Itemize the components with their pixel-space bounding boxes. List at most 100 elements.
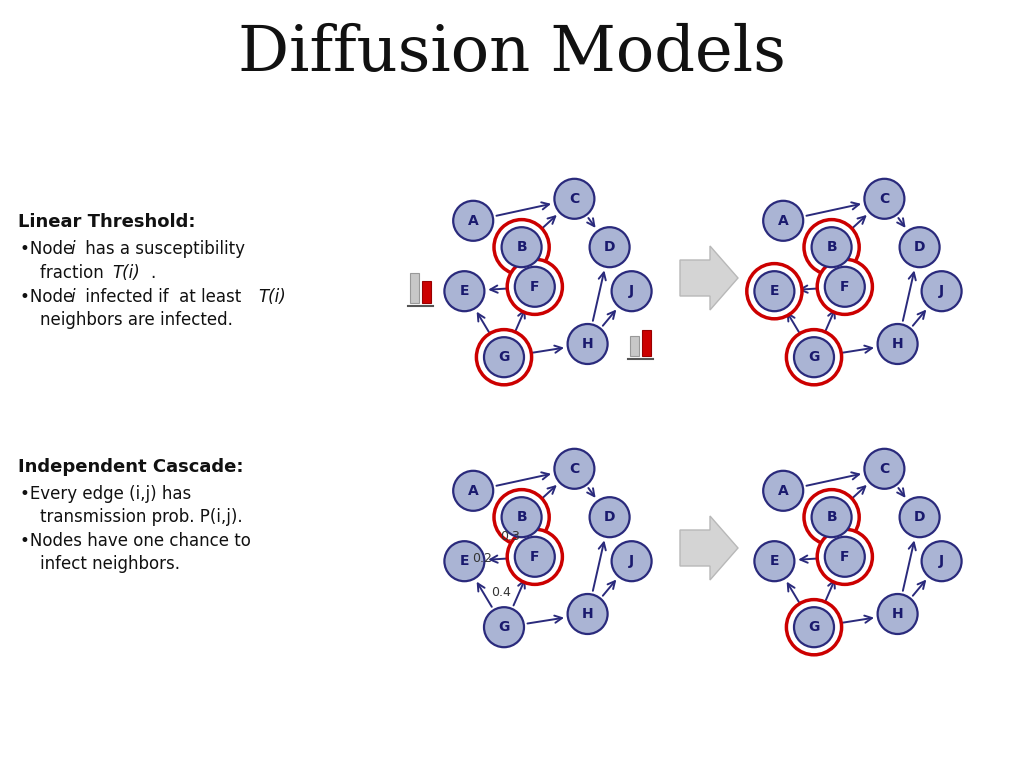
Text: J: J xyxy=(629,284,634,298)
Text: E: E xyxy=(770,554,779,568)
Text: T(i): T(i) xyxy=(112,264,139,282)
Text: •Every edge (i,j) has: •Every edge (i,j) has xyxy=(20,485,191,503)
Circle shape xyxy=(812,497,852,537)
Circle shape xyxy=(755,541,795,581)
Circle shape xyxy=(454,471,494,511)
Text: Linear Threshold:: Linear Threshold: xyxy=(18,213,196,231)
Text: A: A xyxy=(468,214,478,228)
Bar xyxy=(411,273,420,303)
Bar xyxy=(642,330,650,356)
Circle shape xyxy=(824,266,865,306)
Text: G: G xyxy=(499,621,510,634)
Text: D: D xyxy=(913,510,926,525)
Text: H: H xyxy=(582,607,594,621)
Text: H: H xyxy=(582,337,594,351)
Circle shape xyxy=(515,537,555,577)
Circle shape xyxy=(444,541,484,581)
Text: 0.3: 0.3 xyxy=(501,531,520,544)
Text: A: A xyxy=(778,214,788,228)
Circle shape xyxy=(824,537,865,577)
Text: B: B xyxy=(516,240,527,254)
Polygon shape xyxy=(680,246,738,310)
Circle shape xyxy=(786,600,842,655)
Text: A: A xyxy=(468,484,478,498)
Text: G: G xyxy=(499,350,510,364)
Circle shape xyxy=(494,220,549,275)
Text: infect neighbors.: infect neighbors. xyxy=(40,555,180,573)
Circle shape xyxy=(922,271,962,311)
Text: 0.4: 0.4 xyxy=(492,585,511,598)
Circle shape xyxy=(567,594,607,634)
Text: H: H xyxy=(892,607,903,621)
Text: F: F xyxy=(840,550,850,564)
Text: C: C xyxy=(569,192,580,206)
Text: i: i xyxy=(70,240,75,258)
Circle shape xyxy=(922,541,962,581)
Text: A: A xyxy=(778,484,788,498)
Text: G: G xyxy=(808,621,819,634)
Text: J: J xyxy=(629,554,634,568)
Text: •Node: •Node xyxy=(20,240,79,258)
Circle shape xyxy=(590,497,630,537)
Circle shape xyxy=(554,179,594,219)
Circle shape xyxy=(804,490,859,545)
Circle shape xyxy=(502,497,542,537)
Text: Diffusion Models: Diffusion Models xyxy=(238,22,786,84)
Text: J: J xyxy=(939,554,944,568)
Circle shape xyxy=(507,529,562,584)
Text: F: F xyxy=(530,280,540,294)
Circle shape xyxy=(454,200,494,241)
Text: H: H xyxy=(892,337,903,351)
Circle shape xyxy=(812,227,852,267)
Circle shape xyxy=(878,324,918,364)
Text: •Node: •Node xyxy=(20,288,79,306)
Polygon shape xyxy=(680,516,738,580)
Circle shape xyxy=(864,179,904,219)
Circle shape xyxy=(763,200,803,241)
Circle shape xyxy=(763,471,803,511)
Text: neighbors are infected.: neighbors are infected. xyxy=(40,311,232,329)
Circle shape xyxy=(567,324,607,364)
Text: 0.2: 0.2 xyxy=(472,552,492,565)
Text: C: C xyxy=(569,462,580,476)
Text: D: D xyxy=(604,240,615,254)
Circle shape xyxy=(484,607,524,647)
Circle shape xyxy=(746,263,802,319)
Text: D: D xyxy=(604,510,615,525)
Circle shape xyxy=(590,227,630,267)
Circle shape xyxy=(878,594,918,634)
Text: E: E xyxy=(770,284,779,298)
Text: F: F xyxy=(840,280,850,294)
Text: B: B xyxy=(826,240,837,254)
Circle shape xyxy=(611,271,651,311)
Circle shape xyxy=(794,337,834,377)
Circle shape xyxy=(554,449,594,488)
Circle shape xyxy=(755,271,795,311)
Text: C: C xyxy=(880,462,890,476)
Circle shape xyxy=(484,337,524,377)
Text: Independent Cascade:: Independent Cascade: xyxy=(18,458,244,476)
Text: B: B xyxy=(516,510,527,525)
Text: E: E xyxy=(460,554,469,568)
Bar xyxy=(422,281,431,303)
Text: C: C xyxy=(880,192,890,206)
Bar xyxy=(630,336,639,356)
Circle shape xyxy=(804,220,859,275)
Circle shape xyxy=(502,227,542,267)
Text: J: J xyxy=(939,284,944,298)
Circle shape xyxy=(817,529,872,584)
Text: D: D xyxy=(913,240,926,254)
Circle shape xyxy=(900,497,940,537)
Circle shape xyxy=(476,329,531,385)
Text: E: E xyxy=(460,284,469,298)
Text: T(i): T(i) xyxy=(258,288,286,306)
Circle shape xyxy=(444,271,484,311)
Circle shape xyxy=(817,260,872,314)
Text: infected if  at least: infected if at least xyxy=(80,288,247,306)
Circle shape xyxy=(900,227,940,267)
Circle shape xyxy=(611,541,651,581)
Circle shape xyxy=(864,449,904,488)
Text: G: G xyxy=(808,350,819,364)
Text: i: i xyxy=(70,288,75,306)
Circle shape xyxy=(786,329,842,385)
